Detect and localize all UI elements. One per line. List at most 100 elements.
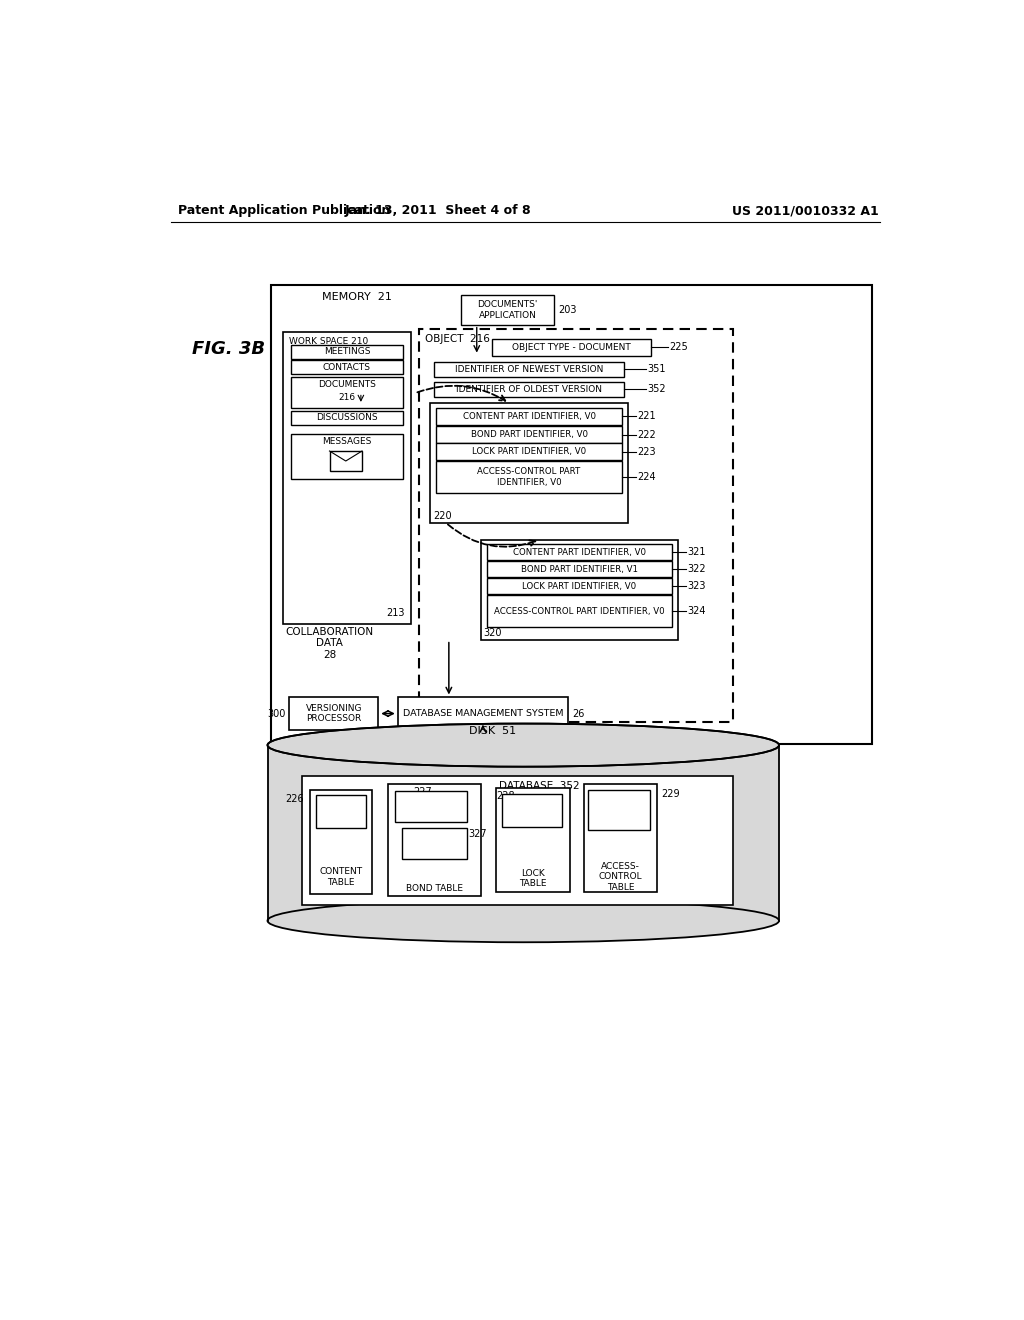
Text: VERSIONING
PROCESSOR: VERSIONING PROCESSOR (305, 704, 362, 723)
Bar (486, 561, 672, 577)
Text: ACCESS-CONTROL PART
IDENTIFIER, V0: ACCESS-CONTROL PART IDENTIFIER, V0 (477, 467, 581, 487)
Text: ACCESS-
CONTROL
PART, V0: ACCESS- CONTROL PART, V0 (600, 795, 639, 825)
Text: COLLABORATION
DATA
28: COLLABORATION DATA 28 (286, 627, 374, 660)
Text: 227: 227 (413, 787, 432, 797)
Text: 228: 228 (496, 791, 515, 801)
Polygon shape (267, 744, 779, 921)
Text: CONTENT PART IDENTIFIER, V0: CONTENT PART IDENTIFIER, V0 (513, 548, 646, 557)
Text: 300: 300 (267, 709, 286, 718)
Bar (486, 544, 672, 561)
Text: BOND
PART, V0: BOND PART, V0 (413, 797, 450, 817)
Bar (291, 345, 403, 359)
Text: 225: 225 (670, 342, 688, 352)
Text: LOCK PART IDENTIFIER, V0: LOCK PART IDENTIFIER, V0 (522, 582, 637, 590)
Text: Patent Application Publication: Patent Application Publication (178, 205, 391, 218)
Bar (330, 451, 362, 471)
Bar (493, 339, 651, 355)
Text: MEETINGS: MEETINGS (324, 347, 371, 356)
Text: 322: 322 (687, 564, 707, 574)
Bar (486, 578, 672, 594)
Text: LOCK
PART, V0: LOCK PART, V0 (513, 801, 550, 820)
Text: ACCESS-
CONTROL
TABLE: ACCESS- CONTROL TABLE (599, 862, 642, 892)
Text: CONTENT PART IDENTIFIER, V0: CONTENT PART IDENTIFIER, V0 (463, 412, 596, 421)
Text: BOND PART IDENTIFIER, V0: BOND PART IDENTIFIER, V0 (471, 430, 588, 440)
Text: LOCK
TABLE: LOCK TABLE (519, 869, 547, 888)
Bar (461, 296, 554, 325)
Bar (496, 788, 569, 892)
Text: 222: 222 (637, 430, 656, 440)
Bar (315, 795, 366, 828)
Text: FIG. 3B: FIG. 3B (193, 341, 265, 358)
Bar (291, 434, 403, 479)
Bar (291, 360, 403, 374)
Text: 203: 203 (558, 305, 577, 315)
Bar (289, 697, 378, 730)
Text: OBJECT TYPE - DOCUMENT: OBJECT TYPE - DOCUMENT (512, 343, 631, 352)
Text: DATABASE  352: DATABASE 352 (499, 781, 580, 791)
Text: DOCUMENTS'
APPLICATION: DOCUMENTS' APPLICATION (477, 301, 538, 319)
Bar (584, 784, 657, 892)
Text: 221: 221 (637, 412, 655, 421)
Bar (283, 331, 411, 624)
Text: DISK  51: DISK 51 (469, 726, 516, 737)
Text: IDENTIFIER OF OLDEST VERSION: IDENTIFIER OF OLDEST VERSION (456, 385, 602, 393)
Bar (310, 789, 372, 894)
Bar (434, 381, 624, 397)
Text: 352: 352 (647, 384, 666, 395)
Bar (388, 784, 480, 896)
Bar (434, 362, 624, 378)
Bar (436, 461, 622, 494)
Bar (395, 792, 467, 822)
Bar (419, 330, 732, 722)
Text: 26: 26 (572, 709, 585, 718)
Bar (430, 404, 628, 523)
Bar (401, 829, 467, 859)
Text: DOCUMENTS: DOCUMENTS (318, 380, 376, 389)
Text: 223: 223 (637, 446, 655, 457)
Bar (397, 697, 568, 730)
Text: 321: 321 (687, 548, 707, 557)
Text: MESSAGES: MESSAGES (323, 437, 372, 446)
Text: IDENTIFIER OF NEWEST VERSION: IDENTIFIER OF NEWEST VERSION (455, 364, 603, 374)
Ellipse shape (267, 723, 779, 767)
Text: 320: 320 (483, 628, 502, 639)
Text: CONTENT
TABLE: CONTENT TABLE (319, 867, 362, 887)
Text: 229: 229 (662, 788, 680, 799)
Text: US 2011/0010332 A1: US 2011/0010332 A1 (732, 205, 880, 218)
Text: 351: 351 (647, 364, 666, 375)
Ellipse shape (267, 899, 779, 942)
Bar (589, 789, 650, 830)
Bar (291, 378, 403, 408)
Text: Jan. 13, 2011  Sheet 4 of 8: Jan. 13, 2011 Sheet 4 of 8 (345, 205, 531, 218)
Bar (271, 285, 872, 743)
Text: ACCESS-CONTROL PART IDENTIFIER, V0: ACCESS-CONTROL PART IDENTIFIER, V0 (495, 607, 665, 615)
Bar (436, 426, 622, 444)
Bar (436, 444, 622, 461)
Ellipse shape (267, 723, 779, 767)
Text: 213: 213 (386, 609, 404, 618)
Text: 224: 224 (637, 473, 655, 482)
Bar (291, 411, 403, 425)
Bar (480, 540, 678, 640)
Text: CONTACTS: CONTACTS (323, 363, 371, 371)
Bar (486, 595, 672, 627)
Text: BOND TABLE: BOND TABLE (406, 884, 463, 892)
Bar (502, 795, 562, 826)
Bar (302, 776, 732, 906)
Text: DATABASE MANAGEMENT SYSTEM: DATABASE MANAGEMENT SYSTEM (402, 709, 563, 718)
Text: 323: 323 (687, 581, 707, 591)
Text: LOCK PART IDENTIFIER, V0: LOCK PART IDENTIFIER, V0 (472, 447, 586, 457)
Text: DISCUSSIONS: DISCUSSIONS (316, 413, 378, 422)
Text: CONTENT
PART, V0: CONTENT PART, V0 (321, 801, 361, 821)
Text: BOND
PART, V1: BOND PART, V1 (416, 834, 453, 854)
Text: 324: 324 (687, 606, 707, 616)
Text: BOND PART IDENTIFIER, V1: BOND PART IDENTIFIER, V1 (521, 565, 638, 574)
Text: 216: 216 (338, 392, 355, 401)
Text: MEMORY  21: MEMORY 21 (322, 292, 391, 302)
Text: 226: 226 (286, 795, 304, 804)
Text: OBJECT  216: OBJECT 216 (425, 334, 489, 345)
Text: 327: 327 (468, 829, 486, 840)
Text: WORK SPACE 210: WORK SPACE 210 (289, 337, 369, 346)
Text: 220: 220 (433, 511, 452, 521)
Bar (436, 408, 622, 425)
